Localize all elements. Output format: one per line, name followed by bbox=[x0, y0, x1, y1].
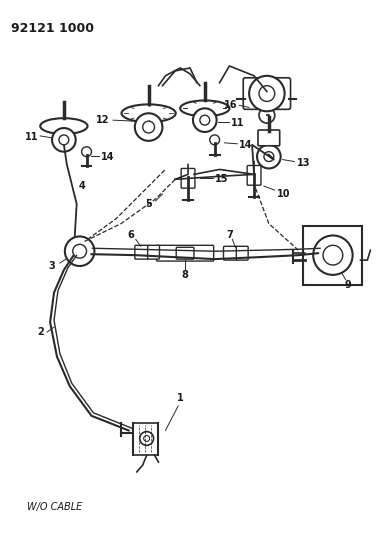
Circle shape bbox=[249, 76, 285, 111]
Ellipse shape bbox=[40, 118, 87, 134]
Text: 4: 4 bbox=[78, 181, 85, 191]
Text: 8: 8 bbox=[182, 270, 189, 280]
Text: 5: 5 bbox=[145, 199, 152, 209]
Circle shape bbox=[313, 236, 353, 275]
Text: 13: 13 bbox=[296, 158, 310, 167]
Text: 1: 1 bbox=[177, 393, 183, 403]
Text: 16: 16 bbox=[224, 100, 237, 110]
FancyBboxPatch shape bbox=[243, 78, 291, 109]
FancyBboxPatch shape bbox=[247, 165, 261, 185]
FancyBboxPatch shape bbox=[176, 247, 194, 259]
Text: 9: 9 bbox=[344, 280, 351, 290]
Circle shape bbox=[73, 244, 87, 258]
Circle shape bbox=[210, 135, 220, 145]
Text: 3: 3 bbox=[49, 261, 55, 271]
FancyBboxPatch shape bbox=[135, 245, 149, 259]
Text: 7: 7 bbox=[226, 230, 233, 240]
Text: 12: 12 bbox=[96, 115, 109, 125]
Text: 11: 11 bbox=[24, 132, 38, 142]
FancyBboxPatch shape bbox=[147, 245, 159, 259]
Circle shape bbox=[135, 113, 162, 141]
FancyBboxPatch shape bbox=[258, 130, 280, 146]
Text: 11: 11 bbox=[231, 118, 245, 128]
Text: 15: 15 bbox=[215, 174, 228, 184]
Circle shape bbox=[257, 145, 281, 168]
Text: 10: 10 bbox=[277, 189, 290, 199]
Circle shape bbox=[259, 86, 275, 101]
Text: 14: 14 bbox=[239, 140, 253, 150]
Circle shape bbox=[323, 245, 343, 265]
Ellipse shape bbox=[180, 100, 230, 116]
Text: 2: 2 bbox=[37, 327, 44, 337]
Circle shape bbox=[264, 152, 274, 161]
Text: 92121 1000: 92121 1000 bbox=[11, 22, 94, 35]
Text: W/O CABLE: W/O CABLE bbox=[28, 502, 83, 512]
FancyBboxPatch shape bbox=[236, 246, 248, 260]
Circle shape bbox=[140, 432, 154, 446]
Circle shape bbox=[200, 115, 210, 125]
FancyBboxPatch shape bbox=[303, 225, 363, 285]
Circle shape bbox=[82, 147, 91, 157]
Circle shape bbox=[193, 108, 217, 132]
FancyBboxPatch shape bbox=[223, 246, 237, 260]
Circle shape bbox=[144, 435, 150, 441]
Circle shape bbox=[59, 135, 69, 145]
FancyBboxPatch shape bbox=[157, 245, 214, 261]
Text: 14: 14 bbox=[101, 151, 115, 161]
FancyBboxPatch shape bbox=[181, 168, 195, 188]
Text: 6: 6 bbox=[128, 230, 134, 240]
Circle shape bbox=[259, 107, 275, 123]
Circle shape bbox=[65, 237, 94, 266]
Circle shape bbox=[143, 121, 155, 133]
Ellipse shape bbox=[121, 104, 176, 122]
Circle shape bbox=[52, 128, 76, 152]
